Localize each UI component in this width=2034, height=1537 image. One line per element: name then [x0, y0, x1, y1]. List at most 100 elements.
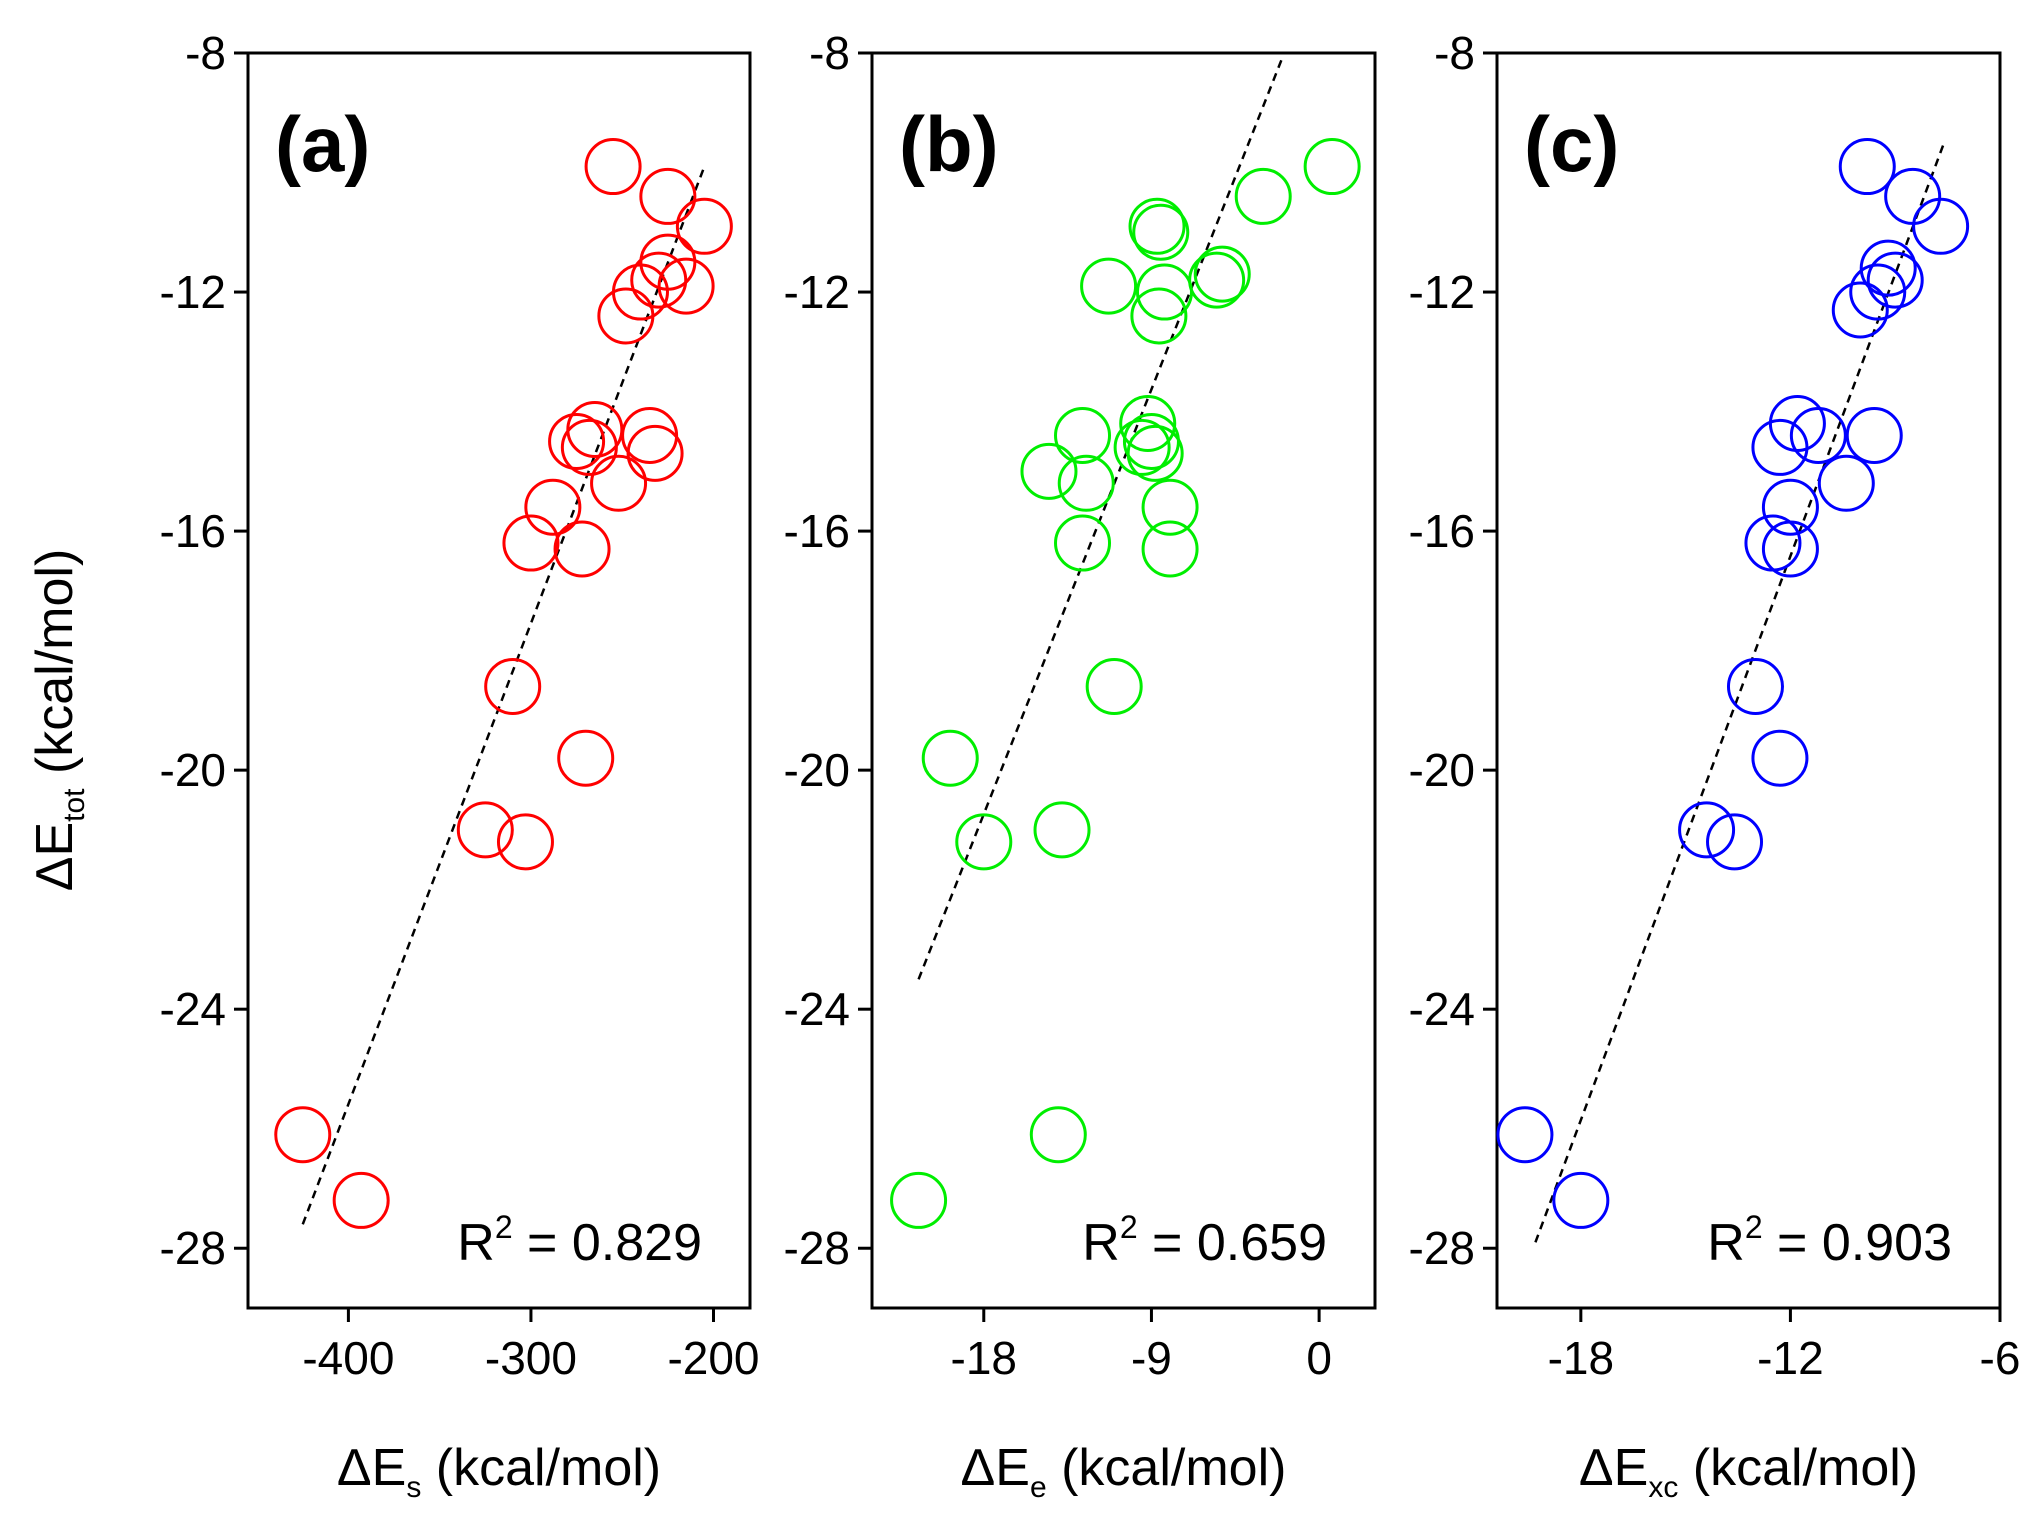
- data-point: [955, 813, 1013, 871]
- data-point: [1033, 801, 1091, 859]
- data-point: [1020, 442, 1078, 500]
- y-axis-title-sub: tot: [58, 788, 91, 822]
- data-point: [456, 801, 514, 859]
- data-point: [584, 138, 642, 196]
- data-point: [890, 1171, 948, 1229]
- x-axis-title-sub: xc: [1648, 1471, 1678, 1504]
- panel-a: -8 -12 -16 -20 -24 -28 -400 -300 -200 (a) R2 = 0.8…: [160, 27, 760, 1504]
- panel-c: -8 -12 -16 -20 -24 -28 -18 -12 -6 (c) R2 = 0.903 ΔE…: [1409, 27, 2021, 1504]
- data-point: [1768, 395, 1826, 453]
- y-tick-label: -8: [185, 27, 226, 79]
- data-point: [1838, 138, 1896, 196]
- data-point: [1817, 454, 1875, 512]
- regression-line: [1534, 142, 1946, 1243]
- r-squared-symbol: R: [457, 1214, 495, 1272]
- y-tick-label: -20: [784, 744, 850, 796]
- r-squared-value: = 0.659: [1138, 1214, 1327, 1272]
- data-point: [1132, 203, 1190, 261]
- data-point: [1496, 1106, 1554, 1164]
- data-point: [548, 412, 606, 470]
- y-tick-label: -16: [1409, 505, 1475, 557]
- data-point: [1849, 263, 1907, 321]
- r-squared-exponent: 2: [1745, 1209, 1763, 1245]
- r-squared-value: = 0.903: [1763, 1214, 1952, 1272]
- x-axis-title-main: ΔE: [337, 1439, 406, 1497]
- r-squared-symbol: R: [1082, 1214, 1120, 1272]
- data-point: [1085, 657, 1143, 715]
- x-axis-title: ΔExc (kcal/mol): [1579, 1439, 1918, 1504]
- data-point: [1188, 251, 1246, 309]
- data-point: [1141, 478, 1199, 536]
- y-tick-label: -28: [784, 1222, 850, 1274]
- x-tick-label: -400: [302, 1332, 394, 1384]
- data-point: [630, 251, 688, 309]
- y-tick-label: -24: [1409, 983, 1475, 1035]
- data-point: [1119, 395, 1177, 453]
- x-axis-title-main: ΔE: [1579, 1439, 1648, 1497]
- y-axis-title: ΔEtot (kcal/mol): [26, 549, 91, 892]
- y-tick-label: -24: [160, 983, 226, 1035]
- data-point: [1845, 406, 1903, 464]
- x-axis-title: ΔEs (kcal/mol): [337, 1439, 661, 1504]
- x-tick-label: -9: [1131, 1332, 1172, 1384]
- data-point: [502, 514, 560, 572]
- data-point: [1130, 287, 1188, 345]
- regression-line: [917, 58, 1284, 980]
- r-squared-exponent: 2: [1120, 1209, 1138, 1245]
- data-point: [1789, 406, 1847, 464]
- r-squared-symbol: R: [1707, 1214, 1745, 1272]
- data-point: [1126, 424, 1184, 482]
- plot-frame: [246, 51, 752, 1310]
- data-point: [1912, 197, 1970, 255]
- data-point: [557, 729, 615, 787]
- data-point: [597, 287, 655, 345]
- x-axis-title-sub: e: [1030, 1471, 1047, 1504]
- x-tick-label: -6: [1980, 1332, 2021, 1384]
- x-axis-title-unit: (kcal/mol): [421, 1439, 661, 1497]
- y-tick-label: -16: [160, 505, 226, 557]
- data-point: [1054, 406, 1112, 464]
- data-point: [1080, 257, 1138, 315]
- data-point: [1831, 281, 1889, 339]
- data-point: [1135, 263, 1193, 321]
- data-point: [621, 406, 679, 464]
- data-point: [1884, 167, 1942, 225]
- data-point: [1678, 801, 1736, 859]
- data-point: [675, 197, 733, 255]
- data-point: [657, 257, 715, 315]
- x-axis-title-sub: s: [406, 1471, 421, 1504]
- y-tick-label: -28: [1409, 1222, 1475, 1274]
- panel-b: -8 -12 -16 -20 -24 -28 -18 -9 0 (b) R2 = 0.659 ΔEe …: [784, 27, 1377, 1504]
- data-point: [332, 1171, 390, 1229]
- panels: -8-12-16-20-24-28-400 -300 -200(a)R2 = 0.8…: [160, 27, 2021, 1504]
- x-axis-title-unit: (kcal/mol): [1678, 1439, 1918, 1497]
- y-tick-label: -20: [160, 744, 226, 796]
- data-point: [566, 401, 624, 458]
- data-point: [1113, 418, 1171, 476]
- y-tick-label: -24: [784, 983, 850, 1035]
- data-point: [1054, 514, 1112, 572]
- y-tick-label: -28: [160, 1222, 226, 1274]
- r-squared-label: R2 = 0.659: [1082, 1209, 1327, 1272]
- data-point: [1859, 239, 1917, 297]
- x-tick-label: -18: [951, 1332, 1017, 1384]
- x-tick-label: -12: [1757, 1332, 1823, 1384]
- plot-frame: [870, 51, 1377, 1310]
- data-point: [626, 424, 684, 482]
- data-point: [1128, 197, 1186, 255]
- y-tick-label: -12: [784, 266, 850, 318]
- y-tick-label: -20: [1409, 744, 1475, 796]
- data-point: [1234, 167, 1292, 225]
- y-tick-label: -8: [1434, 27, 1475, 79]
- data-point: [1029, 1106, 1087, 1164]
- panel-label: (c): [1524, 100, 1619, 188]
- panel-label: (b): [899, 100, 999, 188]
- panel-label: (a): [275, 100, 370, 188]
- data-point: [1552, 1171, 1610, 1229]
- x-axis-title-unit: (kcal/mol): [1047, 1439, 1287, 1497]
- x-tick-label: 0: [1306, 1332, 1332, 1384]
- data-point: [524, 478, 582, 536]
- data-point: [590, 454, 648, 512]
- data-point: [1726, 657, 1784, 715]
